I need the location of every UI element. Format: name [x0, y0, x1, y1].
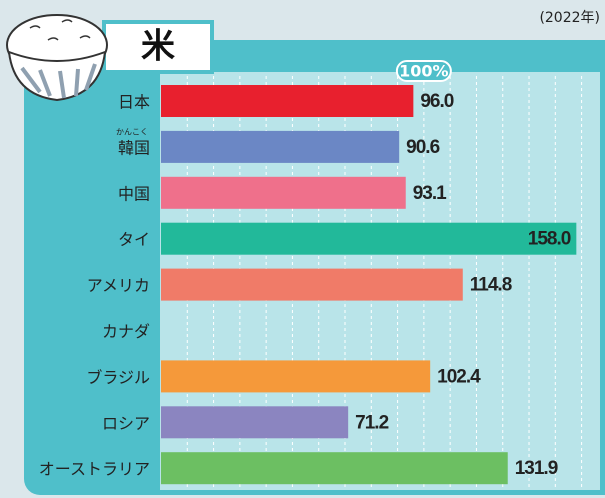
- furigana: かんこく: [116, 127, 148, 136]
- value-label: 158.0: [528, 229, 571, 250]
- value-label: 71.2: [355, 412, 388, 433]
- bar: [161, 360, 431, 393]
- bar: [161, 268, 463, 301]
- category-label: ロシア: [102, 414, 150, 433]
- chart-title: 米: [141, 27, 175, 67]
- category-label: カナダ: [102, 322, 150, 341]
- bar: [161, 130, 400, 163]
- value-label: 102.4: [437, 366, 481, 387]
- value-label: 90.6: [406, 137, 439, 158]
- value-label: 93.1: [413, 183, 447, 204]
- rice-bowl-icon: [6, 14, 108, 102]
- category-label: 韓国: [118, 138, 150, 157]
- value-label: 131.9: [515, 458, 558, 479]
- bar: [161, 85, 414, 117]
- category-label: ブラジル: [86, 368, 150, 387]
- bar: [161, 406, 349, 439]
- category-label: オーストラリア: [39, 460, 150, 479]
- category-label: タイ: [118, 230, 150, 249]
- value-label: 96.0: [420, 91, 453, 112]
- reference-pill: [395, 60, 452, 82]
- bar: [161, 222, 577, 255]
- category-label: アメリカ: [87, 276, 150, 295]
- category-label: 日本: [118, 93, 150, 112]
- value-label: 114.8: [470, 275, 512, 296]
- reference-label: 100%: [399, 62, 448, 81]
- subtitle: (2022年): [539, 10, 600, 26]
- category-label: 中国: [118, 184, 150, 203]
- bar: [161, 176, 406, 209]
- bar: [161, 452, 508, 485]
- title-box: [102, 20, 214, 74]
